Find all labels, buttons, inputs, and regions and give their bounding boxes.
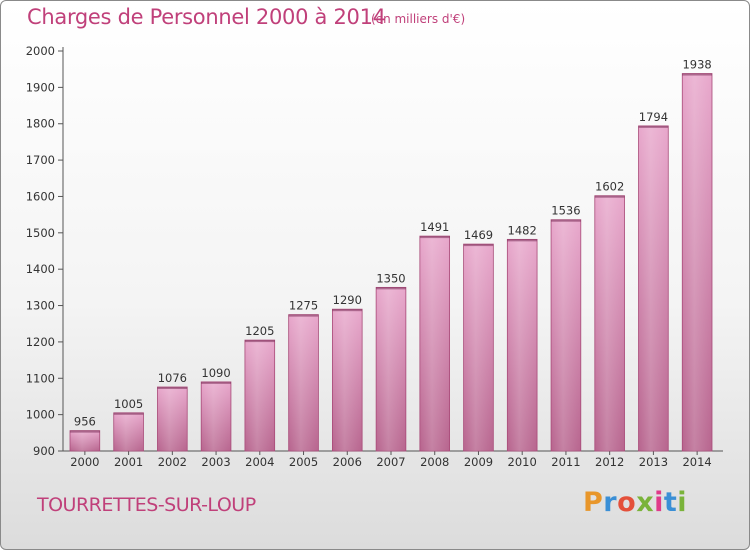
chart-subtitle: (en milliers d'€) <box>371 12 466 26</box>
value-label-2001: 1005 <box>114 397 143 411</box>
bar-top-edge <box>682 73 713 76</box>
chart-axes: 900 1000 1100 1200 1300 1400 1500 1600 1700 1800 1… <box>26 44 723 469</box>
y-tick-label: 1000 <box>26 408 55 422</box>
bar-top-edge <box>594 195 625 198</box>
bar-shine <box>70 431 99 451</box>
x-tick-label: 2012 <box>595 455 624 469</box>
bar-top-edge <box>157 387 188 389</box>
logo-letter: i <box>654 487 664 518</box>
bar-top-edge <box>376 287 406 290</box>
value-label-2008: 1491 <box>420 220 449 234</box>
value-label-2010: 1482 <box>508 223 537 237</box>
x-tick-label: 2007 <box>376 455 405 469</box>
logo-letter: i <box>677 487 688 518</box>
chart-bars <box>69 73 713 452</box>
x-tick-label: 2009 <box>464 455 493 469</box>
y-tick-label: 1700 <box>26 153 55 167</box>
bar-shine <box>508 240 537 451</box>
bar-shine <box>245 341 274 451</box>
value-label-2011: 1536 <box>551 204 580 218</box>
logo-letter: t <box>663 487 678 518</box>
logo-letter: P <box>583 487 604 518</box>
y-tick-label: 900 <box>33 444 55 458</box>
bar-top-edge <box>113 412 144 415</box>
bar-top-edge <box>419 236 450 239</box>
value-label-2013: 1794 <box>639 110 668 124</box>
bar-shine <box>158 388 187 451</box>
x-tick-label: 2002 <box>158 455 187 469</box>
y-tick-label: 1200 <box>26 335 55 349</box>
value-label-2000: 956 <box>74 415 96 429</box>
bar-shine <box>289 315 318 451</box>
x-tick-label: 2010 <box>508 455 537 469</box>
bar-shine <box>552 220 580 451</box>
location-label: TOURRETTES-SUR-LOUP <box>37 494 256 516</box>
value-label-2003: 1090 <box>201 366 230 380</box>
value-label-2002: 1076 <box>158 371 187 385</box>
bar-top-edge <box>332 309 363 312</box>
value-label-2014: 1938 <box>682 58 711 72</box>
value-label-2006: 1290 <box>333 293 362 307</box>
x-tick-label: 2013 <box>639 455 668 469</box>
value-label-2009: 1469 <box>464 228 493 242</box>
value-label-2007: 1350 <box>376 271 405 285</box>
logo-letter: x <box>636 487 655 518</box>
bar-shine <box>595 196 624 451</box>
bar-shine <box>639 126 668 451</box>
bar-shine <box>202 382 230 451</box>
x-tick-label: 2001 <box>114 455 143 469</box>
x-tick-label: 2006 <box>333 455 362 469</box>
bar-top-edge <box>201 381 231 384</box>
bar-shine <box>683 74 712 451</box>
x-tick-label: 2008 <box>420 455 449 469</box>
value-label-2005: 1275 <box>289 299 318 313</box>
bar-top-edge <box>551 219 581 222</box>
logo-letter: r <box>603 487 618 518</box>
bar-top-edge <box>244 340 275 343</box>
proxiti-logo[interactable]: Proxiti <box>583 487 687 518</box>
x-tick-label: 2011 <box>551 455 580 469</box>
chart-value-labels: 956 1005 1076 1090 1205 1275 1290 1350 1491 1469 1… <box>74 58 712 429</box>
value-label-2012: 1602 <box>595 180 624 194</box>
y-tick-label: 1900 <box>26 80 55 94</box>
y-tick-label: 2000 <box>26 44 55 58</box>
chart-title: Charges de Personnel 2000 à 2014 <box>27 5 386 29</box>
bar-shine <box>333 310 362 451</box>
y-tick-label: 1800 <box>26 117 55 131</box>
bar-shine <box>420 237 449 451</box>
y-tick-label: 1600 <box>26 189 55 203</box>
bar-shine <box>464 245 493 451</box>
x-tick-label: 2000 <box>70 455 99 469</box>
logo-letter: o <box>617 487 637 518</box>
y-tick-label: 1500 <box>26 226 55 240</box>
x-tick-label: 2004 <box>245 455 274 469</box>
x-tick-label: 2014 <box>682 455 711 469</box>
bar-shine <box>114 413 143 451</box>
x-tick-label: 2003 <box>201 455 230 469</box>
bar-top-edge <box>69 430 100 433</box>
y-tick-label: 1100 <box>26 371 55 385</box>
bar-shine <box>377 288 405 451</box>
bar-top-edge <box>288 314 319 317</box>
bar-top-edge <box>463 244 494 247</box>
bar-top-edge <box>638 125 669 128</box>
y-tick-label: 1400 <box>26 262 55 276</box>
y-tick-label: 1300 <box>26 299 55 313</box>
x-tick-label: 2005 <box>289 455 318 469</box>
bar-top-edge <box>507 239 538 242</box>
value-label-2004: 1205 <box>245 324 274 338</box>
